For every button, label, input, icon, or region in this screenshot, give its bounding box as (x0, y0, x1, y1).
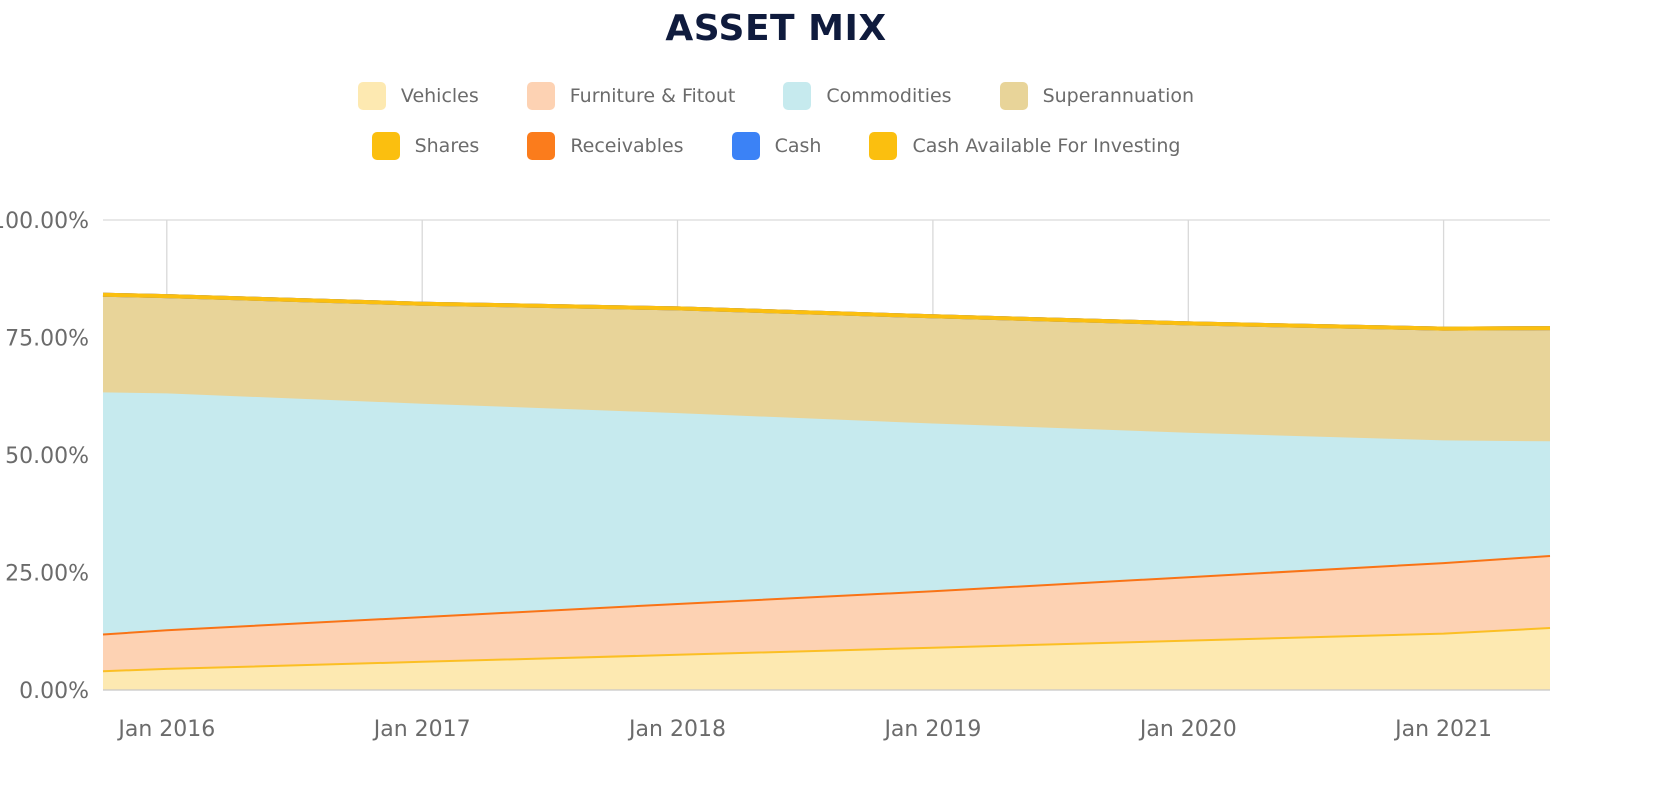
x-tick-label-1: Jan 2017 (372, 717, 471, 742)
legend-item-commodities[interactable]: Commodities (783, 82, 952, 110)
legend-swatch-shares (371, 132, 400, 160)
area-commodities (103, 393, 1550, 635)
legend-item-furniture-fitout[interactable]: Furniture & Fitout (526, 82, 736, 110)
area-furniture-fitout (103, 556, 1550, 672)
line-cash-available-for-investing (102, 292, 1551, 331)
legend-swatch-cash (731, 132, 760, 160)
legend-item-cash[interactable]: Cash (731, 132, 822, 160)
y-tick-label-4: 0.00% (19, 679, 89, 704)
y-tick-label-3: 25.00% (5, 562, 89, 587)
legend-swatch-furniture-fitout (526, 82, 555, 110)
legend-row-1: Vehicles Furniture & Fitout Commodities … (0, 82, 1552, 110)
legend-label-commodities: Commodities (826, 85, 952, 107)
y-tick-label-2: 50.00% (5, 444, 89, 469)
legend-swatch-cash-available-for-investing (869, 132, 898, 160)
legend-item-shares[interactable]: Shares (371, 132, 480, 160)
line-vehicles (102, 627, 1551, 673)
legend-item-cash-available-for-investing[interactable]: Cash Available For Investing (869, 132, 1180, 160)
y-tick-label-0: 100.00% (0, 209, 89, 234)
legend-row-2: Shares Receivables Cash Cash Available F… (0, 132, 1552, 160)
legend-swatch-vehicles (357, 82, 386, 110)
x-tick-label-5: Jan 2021 (1393, 717, 1492, 742)
line-furniture-fitout (102, 555, 1551, 636)
legend-swatch-commodities (783, 82, 812, 110)
legend-item-superannuation[interactable]: Superannuation (999, 82, 1195, 110)
legend-swatch-superannuation (999, 82, 1028, 110)
chart-title: ASSET MIX (665, 8, 887, 49)
legend-label-superannuation: Superannuation (1042, 85, 1195, 107)
x-tick-label-0: Jan 2016 (116, 717, 215, 742)
legend-label-cash-available-for-investing: Cash Available For Investing (912, 135, 1181, 157)
legend-label-furniture-fitout: Furniture & Fitout (569, 85, 736, 107)
y-tick-label-1: 75.00% (5, 327, 89, 352)
x-tick-label-3: Jan 2019 (882, 717, 981, 742)
x-tick-label-2: Jan 2018 (627, 717, 726, 742)
area-vehicles (103, 628, 1550, 690)
legend-label-shares: Shares (414, 135, 480, 157)
legend-label-receivables: Receivables (570, 135, 684, 157)
legend-label-cash: Cash (774, 135, 822, 157)
legend-item-receivables[interactable]: Receivables (527, 132, 684, 160)
line-commodities (102, 392, 1551, 444)
legend-label-vehicles: Vehicles (400, 85, 479, 107)
legend-swatch-receivables (527, 132, 556, 160)
x-tick-label-4: Jan 2020 (1138, 717, 1237, 742)
legend-item-vehicles[interactable]: Vehicles (357, 82, 479, 110)
